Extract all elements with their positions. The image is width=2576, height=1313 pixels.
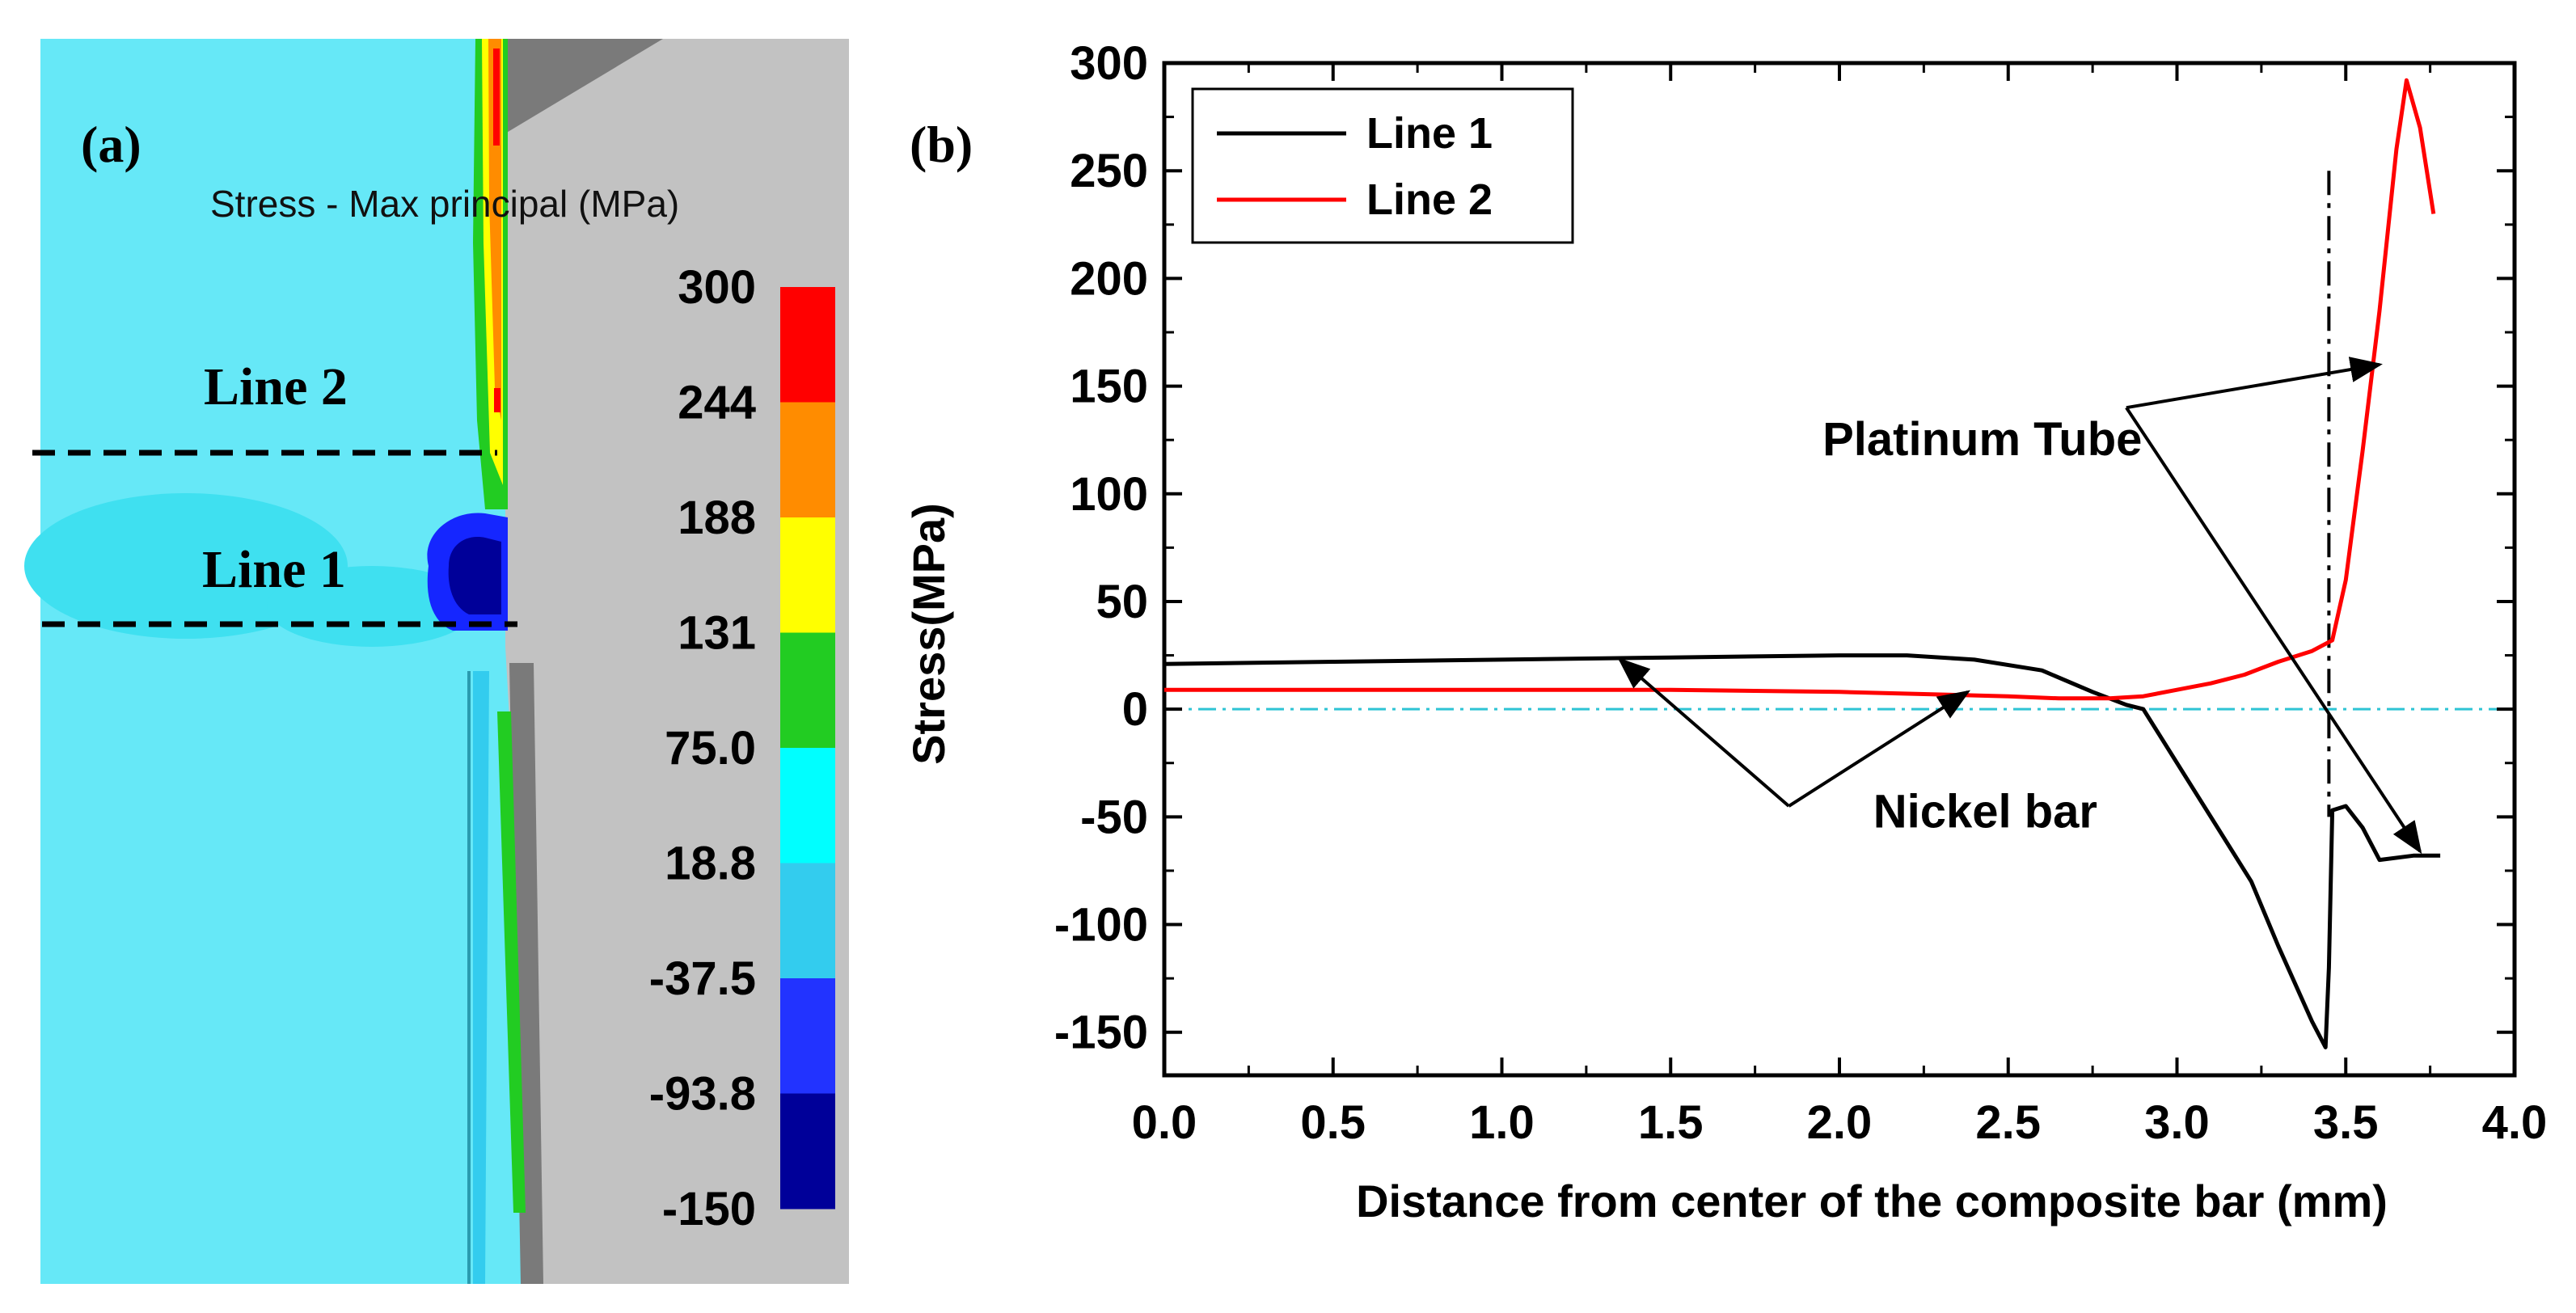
annotation-label: Platinum Tube	[1822, 413, 2142, 466]
panel-b-label: (b)	[910, 116, 973, 173]
colorbar-segment	[780, 517, 835, 633]
reference-lines	[1164, 171, 2515, 817]
x-axis-label: Distance from center of the composite ba…	[1356, 1176, 2388, 1226]
x-tick-label: 3.5	[2313, 1096, 2379, 1149]
colorbar-segment	[780, 1093, 835, 1210]
y-tick-label: 200	[1070, 252, 1148, 305]
y-tick-label: -100	[1054, 899, 1148, 952]
x-tick-label: 1.0	[1469, 1096, 1535, 1149]
colorbar-tick-label: 75.0	[665, 722, 756, 775]
annotation-arrow	[1617, 657, 1790, 808]
y-tick-label: 250	[1070, 145, 1148, 197]
legend-box	[1191, 87, 1574, 244]
colorbar-segment	[780, 402, 835, 518]
stress-line-chart: 0.0 0.5 1.0 1.5 2.0 2.5 3.0 3.5 4.0 300 250 200 150…	[903, 37, 2547, 1226]
fem-interface-stress-green-low	[497, 711, 526, 1213]
y-axis-ticks: 300 250 200 150 100 50 0 -50 -100 -150	[1054, 37, 2515, 1059]
colorbar-tick-label: 300	[678, 261, 756, 314]
annotation-label: Nickel bar	[1873, 786, 2097, 838]
x-tick-label: 3.0	[2144, 1096, 2210, 1149]
fem-interface-stress-lightblue	[473, 671, 489, 1284]
fem-platinum-tube-region	[505, 39, 849, 1284]
y-tick-label: 150	[1070, 361, 1148, 413]
colorbar-tick-label: -93.8	[649, 1068, 756, 1121]
panel-a-label: (a)	[81, 116, 141, 173]
annotation-arrow	[1788, 690, 1971, 808]
y-tick-label: 50	[1096, 576, 1148, 628]
colorbar-segment	[780, 978, 835, 1094]
series-group	[1163, 78, 2441, 1049]
annotations: Platinum Tube Nickel bar	[1617, 357, 2422, 855]
fem-stress-zone-cyan	[24, 493, 348, 639]
x-tick-label: 1.5	[1638, 1096, 1704, 1149]
fem-line1-label: Line 1	[202, 540, 346, 599]
fem-divider-line	[467, 671, 471, 1284]
colorbar-tick-label: 131	[678, 607, 756, 660]
fem-interface-stress-red	[493, 49, 500, 146]
x-tick-label: 4.0	[2482, 1096, 2548, 1149]
y-tick-label: 300	[1070, 37, 1148, 90]
colorbar-tick-label: -150	[662, 1183, 756, 1235]
colorbar-title: Stress - Max principal (MPa)	[210, 183, 679, 225]
colorbar-tick-label: 18.8	[665, 838, 756, 890]
fem-line2-label: Line 2	[204, 357, 348, 416]
colorbar-tick-label: 244	[678, 377, 756, 429]
colorbar-tick-label: 188	[678, 492, 756, 544]
y-tick-label: -150	[1054, 1007, 1148, 1059]
colorbar-segment	[780, 863, 835, 979]
fem-interface-stress-red-low	[494, 388, 500, 412]
x-tick-label: 2.5	[1975, 1096, 2041, 1149]
fem-tube-wedge-top	[505, 39, 663, 133]
colorbar-tick-label: -37.5	[649, 952, 756, 1005]
y-axis-label: Stress(MPa)	[903, 503, 954, 765]
y-tick-label: -50	[1080, 791, 1148, 843]
annotation-arrow	[2125, 407, 2422, 855]
colorbar-segment	[780, 287, 835, 403]
x-axis-ticks: 0.0 0.5 1.0 1.5 2.0 2.5 3.0 3.5 4.0	[1132, 63, 2548, 1149]
annotation-arrow	[2126, 357, 2383, 410]
series-line-1	[1163, 653, 2441, 1049]
x-tick-label: 0.5	[1300, 1096, 1366, 1149]
series-line-2	[1164, 78, 2436, 701]
y-tick-label: 100	[1070, 468, 1148, 521]
legend: Line 1 Line 2	[1191, 87, 1574, 244]
colorbar-segment	[780, 748, 835, 863]
colorbar-segment	[780, 632, 835, 749]
legend-entry: Line 1	[1366, 109, 1493, 158]
fem-contour-panel: 300 244 188 131 75.0 18.8 -37.5 -93.8 -150 (a) S…	[24, 39, 849, 1284]
legend-entry: Line 2	[1366, 175, 1493, 224]
x-tick-label: 2.0	[1807, 1096, 1873, 1149]
colorbar: 300 244 188 131 75.0 18.8 -37.5 -93.8 -150	[649, 261, 835, 1235]
x-tick-label: 0.0	[1132, 1096, 1197, 1149]
fem-compressive-zone-navy	[448, 537, 501, 614]
fem-stress-zone-cyan-right	[267, 566, 477, 647]
y-tick-label: 0	[1122, 683, 1148, 736]
